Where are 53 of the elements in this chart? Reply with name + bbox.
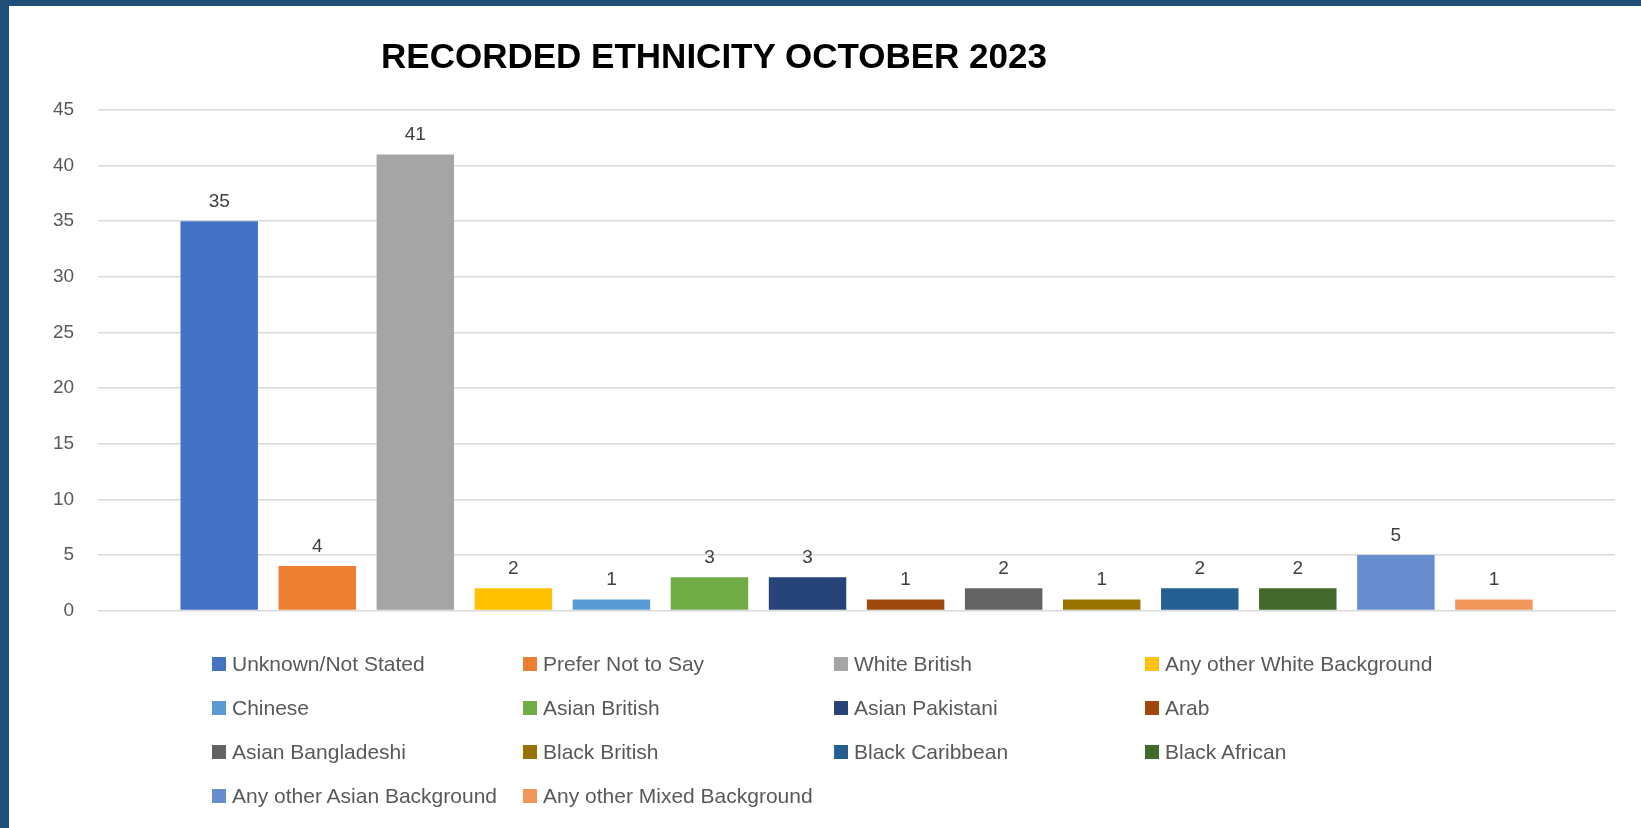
y-tick-label: 15 bbox=[52, 431, 75, 453]
y-tick-label: 5 bbox=[63, 543, 75, 565]
y-tick-label: 20 bbox=[52, 376, 75, 398]
bar bbox=[768, 577, 847, 610]
bar bbox=[572, 599, 651, 610]
bar bbox=[964, 588, 1043, 610]
bar bbox=[670, 577, 749, 610]
legend-label: Any other Mixed Background bbox=[543, 784, 813, 808]
bar bbox=[474, 588, 553, 610]
legend-label: Black British bbox=[543, 740, 659, 764]
y-tick-label: 45 bbox=[52, 98, 75, 120]
data-label: 2 bbox=[998, 557, 1009, 579]
data-label: 2 bbox=[1194, 557, 1206, 579]
data-label: 5 bbox=[1390, 523, 1402, 545]
legend-label: Asian Bangladeshi bbox=[232, 740, 406, 764]
data-label: 1 bbox=[606, 568, 617, 590]
bar bbox=[278, 566, 356, 610]
y-tick-label: 35 bbox=[52, 209, 75, 231]
data-label: 1 bbox=[900, 568, 911, 590]
data-label: 3 bbox=[704, 545, 715, 567]
chart-title: RECORDED ETHNICITY OCTOBER 2023 bbox=[380, 36, 1048, 76]
y-tick-label: 10 bbox=[52, 487, 75, 509]
bar bbox=[1259, 588, 1337, 610]
bar bbox=[866, 599, 945, 610]
bar bbox=[1455, 599, 1533, 610]
bar bbox=[1161, 588, 1239, 610]
legend-label: Black African bbox=[1165, 740, 1287, 764]
bar bbox=[180, 221, 258, 610]
y-tick-label: 40 bbox=[52, 153, 75, 175]
data-label: 2 bbox=[1292, 557, 1304, 579]
legend-label: Prefer Not to Say bbox=[543, 652, 705, 676]
data-label: 1 bbox=[1488, 568, 1500, 590]
y-tick-label: 30 bbox=[52, 265, 75, 287]
legend-label: Asian British bbox=[543, 696, 660, 720]
bar bbox=[1062, 599, 1141, 610]
legend-label: Any other Asian Background bbox=[232, 784, 498, 808]
y-tick-label: 25 bbox=[52, 320, 75, 342]
legend-label: Chinese bbox=[232, 696, 310, 720]
legend-label: White British bbox=[854, 652, 972, 676]
data-label: 1 bbox=[1096, 568, 1107, 590]
data-label: 2 bbox=[508, 557, 519, 579]
legend-label: Black Caribbean bbox=[854, 740, 1009, 764]
bar bbox=[1357, 554, 1435, 610]
bar bbox=[376, 154, 455, 610]
data-label: 3 bbox=[802, 545, 813, 567]
legend-label: Any other White Background bbox=[1165, 652, 1433, 676]
data-label: 4 bbox=[311, 534, 323, 556]
legend-label: Asian Pakistani bbox=[854, 696, 998, 720]
legend-label: Arab bbox=[1165, 696, 1210, 720]
y-tick-label: 0 bbox=[63, 598, 75, 620]
data-label: 41 bbox=[404, 123, 426, 145]
data-label: 35 bbox=[208, 189, 230, 211]
legend-label: Unknown/Not Stated bbox=[232, 652, 425, 676]
